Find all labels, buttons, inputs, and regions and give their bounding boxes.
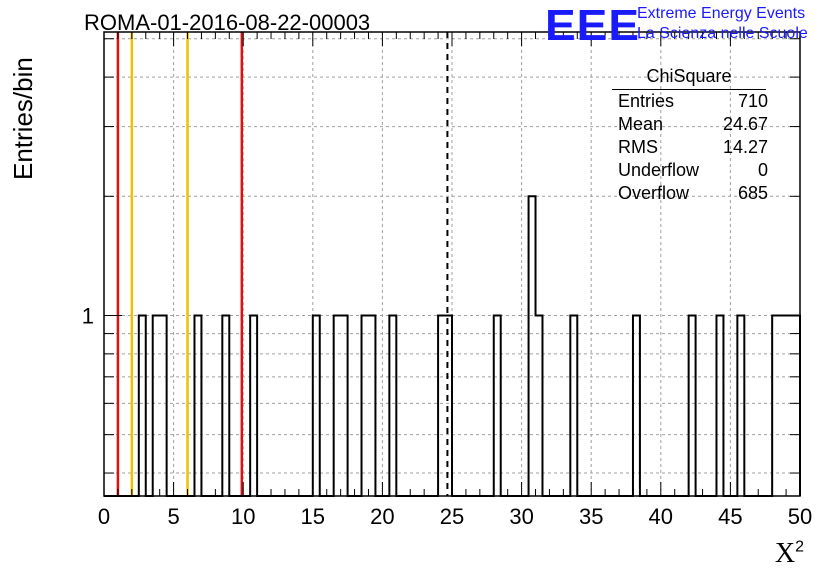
stats-row-overflow: Overflow 685 (612, 182, 772, 205)
stats-title: ChiSquare (612, 66, 766, 90)
stats-value: 710 (737, 91, 768, 111)
y-tick-label: 1 (82, 303, 94, 328)
stats-label: Overflow (618, 183, 690, 203)
logo-line-1: Extreme Energy Events (637, 5, 806, 22)
x-axis-label: X2 (775, 538, 804, 570)
chart-title: ROMA-01-2016-08-22-00003 (84, 10, 371, 35)
logo-mark: EEE (545, 0, 641, 50)
x-tick-label: 30 (509, 504, 533, 529)
x-tick-label: 45 (718, 504, 742, 529)
histogram-series (104, 195, 801, 497)
logo-line-2: La Scienza nelle Scuole (637, 25, 808, 42)
reference-lines (116, 32, 449, 496)
tick-labels: 0 5 10 15 20 25 30 35 40 45 50 1 (82, 303, 812, 529)
logo-text: Extreme Energy Events La Scienza nelle S… (637, 4, 808, 44)
stats-value: 0 (757, 160, 768, 180)
x-tick-label: 50 (788, 504, 812, 529)
x-tick-label: 15 (301, 504, 325, 529)
x-axis-label-superscript: 2 (795, 538, 804, 556)
stats-label: RMS (618, 137, 658, 157)
stats-value: 14.27 (722, 137, 768, 157)
y-axis-label: Entries/bin (8, 57, 38, 180)
x-axis-label-base: X (774, 538, 796, 569)
stats-row-underflow: Underflow 0 (612, 159, 772, 182)
stats-box: ChiSquare Entries 710 Mean 24.67 RMS 14.27 … (612, 66, 772, 205)
stats-value: 24.67 (722, 114, 768, 134)
x-tick-label: 0 (98, 504, 110, 529)
x-tick-label: 5 (167, 504, 179, 529)
stats-label: Entries (618, 91, 675, 111)
stats-label: Underflow (618, 160, 700, 180)
stats-label: Mean (618, 114, 664, 134)
x-tick-label: 20 (370, 504, 394, 529)
x-tick-label: 10 (231, 504, 255, 529)
stats-row-entries: Entries 710 (612, 90, 772, 113)
x-tick-label: 40 (649, 504, 673, 529)
stats-row-rms: RMS 14.27 (612, 136, 772, 159)
x-tick-label: 35 (579, 504, 603, 529)
stats-value: 685 (737, 183, 768, 203)
axis-ticks (103, 32, 801, 496)
stats-row-mean: Mean 24.67 (612, 113, 772, 136)
x-tick-label: 25 (440, 504, 464, 529)
